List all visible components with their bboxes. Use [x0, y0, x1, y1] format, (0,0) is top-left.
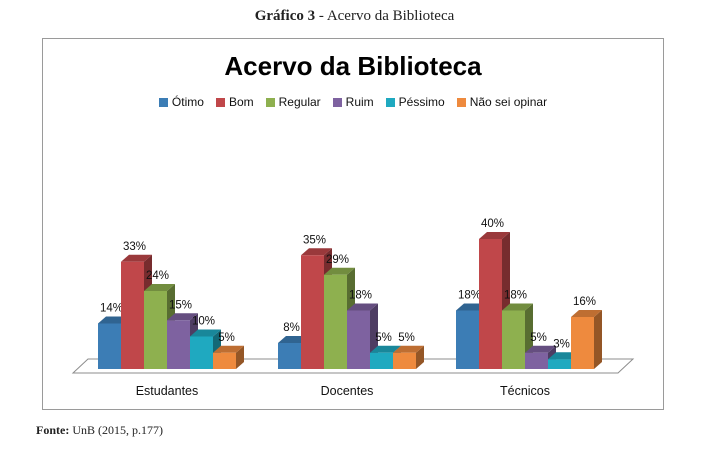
bar-top: [479, 232, 510, 239]
bar-chart: 14%33%24%15%10%5%Estudantes8%35%29%18%5%…: [71, 218, 635, 398]
legend-label: Bom: [228, 95, 254, 109]
chart-legend: Ótimo Bom Regular Ruim Péssimo Não sei opinar: [43, 95, 663, 109]
data-label: 14%: [100, 303, 123, 315]
data-label: 18%: [458, 290, 481, 302]
bar-técnicos-5: [571, 317, 594, 369]
bar-top: [525, 345, 556, 353]
bar-top: [213, 345, 244, 353]
figure-caption-text: Acervo da Biblioteca: [326, 8, 455, 24]
data-label: 16%: [573, 296, 596, 308]
bar-técnicos-2: [502, 310, 525, 369]
bar-estudantes-5: [213, 352, 236, 369]
data-label: 40%: [481, 218, 504, 230]
figure-caption-separator: -: [315, 8, 327, 24]
legend-item-2: Regular: [265, 95, 321, 109]
bar-side: [594, 310, 602, 369]
data-label: 35%: [303, 234, 326, 246]
bar-top: [190, 329, 221, 337]
bar-top: [347, 303, 378, 311]
legend-swatch: [265, 97, 275, 107]
legend-swatch: [158, 97, 168, 107]
bar-top: [502, 303, 533, 311]
bar-top: [393, 345, 424, 353]
figure-source: Fonte: UnB (2015, p.177): [36, 423, 163, 438]
bar-top: [301, 248, 332, 256]
legend-label: Ótimo: [171, 95, 204, 109]
bar-top: [571, 310, 602, 317]
legend-swatch: [385, 97, 395, 107]
figure-caption: Gráfico 3 - Acervo da Biblioteca: [0, 8, 709, 25]
bar-técnicos-0: [456, 310, 479, 369]
category-label: Técnicos: [500, 384, 550, 398]
bar-técnicos-3: [525, 352, 548, 369]
data-label: 3%: [553, 338, 570, 350]
legend-item-4: Péssimo: [385, 95, 445, 109]
bar-top: [121, 254, 152, 262]
legend-item-1: Bom: [215, 95, 254, 109]
bar-estudantes-1: [121, 261, 144, 369]
source-text: UnB (2015, p.177): [69, 423, 163, 437]
data-label: 33%: [123, 241, 146, 253]
legend-label: Regular: [278, 95, 321, 109]
legend-swatch: [215, 97, 225, 107]
data-label: 18%: [504, 290, 527, 302]
bar-top: [324, 267, 355, 275]
bar-docentes-1: [301, 255, 324, 369]
data-label: 24%: [146, 270, 169, 282]
legend-swatch: [332, 97, 342, 107]
bar-técnicos-1: [479, 239, 502, 369]
data-label: 18%: [349, 290, 372, 302]
legend-item-3: Ruim: [332, 95, 374, 109]
legend-swatch: [456, 97, 466, 107]
data-label: 15%: [169, 299, 192, 311]
bar-estudantes-0: [98, 323, 121, 369]
data-label: 5%: [375, 332, 392, 344]
legend-label: Não sei opinar: [469, 95, 548, 109]
figure-caption-label: Gráfico 3: [254, 8, 316, 24]
bar-estudantes-3: [167, 320, 190, 369]
bar-docentes-2: [324, 274, 347, 369]
legend-label: Péssimo: [398, 95, 445, 109]
category-label: Estudantes: [136, 384, 199, 398]
data-label: 10%: [192, 316, 215, 328]
bar-side: [416, 345, 424, 369]
bar-docentes-5: [393, 352, 416, 369]
data-label: 5%: [398, 332, 415, 344]
category-label: Docentes: [321, 384, 374, 398]
data-label: 5%: [530, 332, 547, 344]
chart-frame: Acervo da Biblioteca Ótimo Bom Regular Ruim…: [42, 38, 664, 410]
data-label: 5%: [218, 332, 235, 344]
bar-docentes-3: [347, 310, 370, 369]
legend-item-0: Ótimo: [158, 95, 204, 109]
bar-técnicos-4: [548, 359, 571, 369]
source-label: Fonte:: [36, 423, 70, 437]
bar-top: [370, 345, 401, 353]
chart-title: Acervo da Biblioteca: [224, 51, 482, 81]
bar-estudantes-2: [144, 291, 167, 369]
legend-item-5: Não sei opinar: [456, 95, 548, 109]
bar-side: [236, 345, 244, 369]
data-label: 29%: [326, 254, 349, 266]
bar-docentes-0: [278, 343, 301, 369]
bar-top: [144, 284, 175, 291]
data-label: 8%: [283, 322, 300, 334]
bar-docentes-4: [370, 352, 393, 369]
bar-estudantes-4: [190, 336, 213, 369]
legend-label: Ruim: [345, 95, 374, 109]
bar-top: [167, 313, 198, 321]
